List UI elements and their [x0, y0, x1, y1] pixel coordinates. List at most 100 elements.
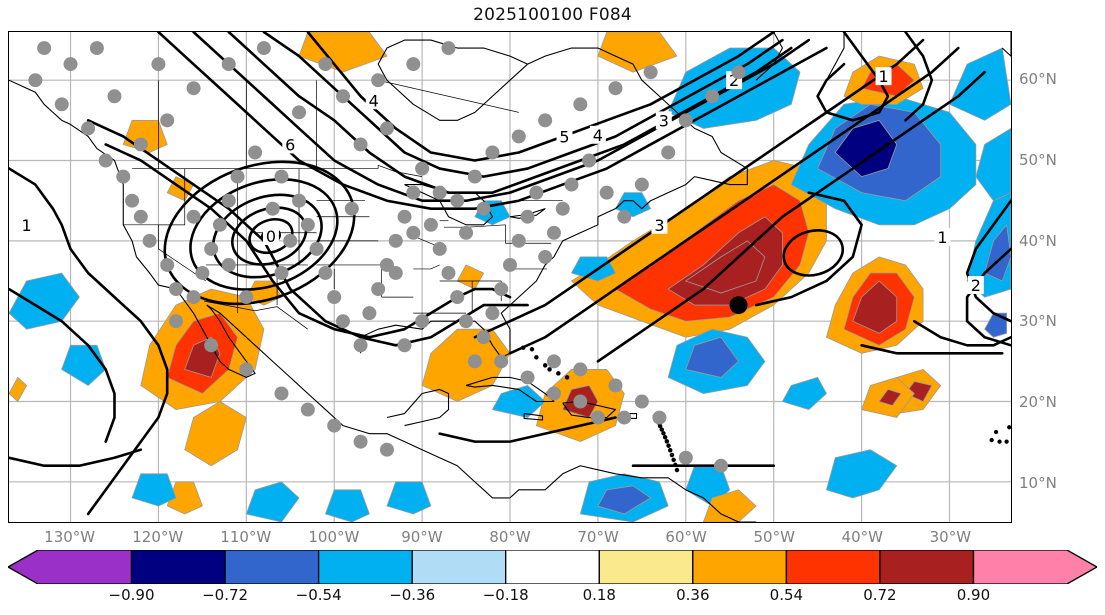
admin-border: [377, 164, 423, 177]
station-marker: [546, 225, 561, 240]
colorbar-band: [505, 550, 600, 584]
colorbar-tick-label: 0.54: [769, 586, 804, 604]
contour-line: [227, 32, 793, 194]
station-marker: [538, 113, 553, 128]
lon-tick-label: 130°W: [44, 528, 96, 546]
station-marker: [652, 410, 667, 425]
station-marker: [397, 338, 412, 353]
contour-label: 2: [971, 276, 981, 295]
station-marker: [379, 257, 394, 272]
colorbar-tick-label: 0.90: [956, 586, 991, 604]
station-marker: [230, 169, 245, 184]
station-marker: [529, 185, 544, 200]
colorbar-band: [972, 550, 1097, 584]
colorbar-band: [598, 550, 694, 584]
lon-tick-label: 110°W: [220, 528, 272, 546]
station-marker: [617, 209, 632, 224]
station-marker: [379, 121, 394, 136]
station-marker: [713, 458, 728, 473]
island-dot: [667, 448, 673, 453]
station-marker: [634, 394, 649, 409]
coastline: [386, 388, 450, 427]
station-marker: [476, 330, 491, 345]
anomaly-contour-region: [702, 489, 757, 522]
coastline: [1001, 32, 1011, 57]
station-marker: [634, 177, 649, 192]
colorbar-band: [130, 550, 226, 584]
admin-border: [378, 79, 519, 113]
colorbar-tick-label: −0.36: [389, 586, 436, 604]
station-marker: [318, 57, 333, 72]
colorbar-swatches: [8, 550, 1097, 584]
island-dot: [671, 457, 676, 463]
station-marker: [186, 290, 201, 305]
island-dot: [661, 431, 666, 436]
station-marker: [573, 97, 588, 112]
station-marker: [283, 233, 298, 248]
closed-contour: [782, 229, 845, 277]
contour-label-bg: [875, 67, 892, 86]
station-marker: [221, 257, 236, 272]
station-marker: [221, 193, 236, 208]
anomaly-contour-region: [184, 401, 247, 467]
colorbar-band: [8, 550, 133, 584]
contour-label: 2: [729, 71, 739, 90]
coastline: [527, 47, 748, 186]
contour-label: 6: [285, 135, 295, 154]
page-title: 2025100100 F084: [473, 5, 632, 25]
contour-line: [754, 191, 863, 307]
anomaly-contour-region: [878, 388, 902, 406]
contour-label-bg: [282, 135, 299, 154]
contour-line: [306, 32, 775, 162]
station-marker: [327, 418, 342, 433]
anomaly-contour-region: [166, 481, 203, 515]
line-contours: [9, 32, 1011, 516]
station-marker: [511, 233, 526, 248]
station-marker: [239, 290, 254, 305]
anomaly-contour-region: [131, 473, 177, 507]
lat-tick-label: 50°N: [1019, 151, 1057, 170]
contour-line: [860, 344, 1004, 355]
contour-line: [473, 38, 925, 339]
station-marker: [678, 113, 693, 128]
station-marker: [415, 161, 430, 176]
contour-label: 4: [593, 126, 603, 145]
coastline: [206, 304, 528, 499]
lon-tick-label: 90°W: [401, 528, 443, 546]
anomaly-contour-region: [456, 264, 485, 290]
station-marker: [546, 386, 561, 401]
station-marker: [125, 193, 140, 208]
station-marker: [406, 225, 421, 240]
station-marker: [309, 241, 324, 256]
contour-line: [965, 199, 1011, 323]
colorbar-tick-label: −0.54: [295, 586, 342, 604]
station-marker: [379, 442, 394, 457]
station-marker: [441, 266, 456, 280]
anomaly-contour-region: [984, 312, 1008, 338]
contour-label-bg: [365, 91, 382, 110]
anomaly-contour-region: [386, 481, 432, 515]
coastline: [527, 465, 757, 522]
station-marker: [274, 169, 289, 184]
station-marker: [89, 41, 104, 56]
lat-tick-label: 10°N: [1019, 473, 1057, 492]
station-marker: [256, 41, 271, 56]
station-marker: [555, 201, 570, 216]
station-marker: [546, 354, 561, 369]
station-marker: [450, 290, 465, 305]
anomaly-contour-region: [685, 336, 740, 378]
station-marker: [292, 193, 307, 208]
station-marker: [274, 266, 289, 280]
contour-label: 5: [559, 127, 569, 146]
station-marker: [107, 89, 122, 104]
station-marker: [467, 169, 482, 184]
anomaly-contour-region: [9, 272, 80, 330]
admin-border: [413, 264, 440, 270]
station-marker: [169, 314, 183, 329]
station-marker: [617, 410, 632, 425]
station-marker: [371, 73, 386, 88]
station-marker: [186, 81, 201, 96]
colorbar-band: [692, 550, 788, 584]
station-marker: [160, 257, 175, 272]
